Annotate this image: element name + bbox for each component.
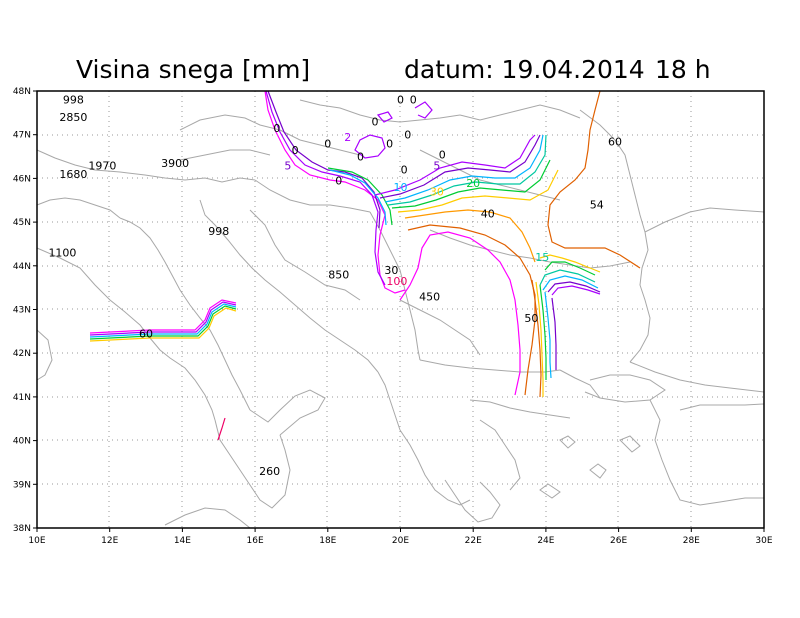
- contour-label: 5: [433, 159, 440, 172]
- contour-label: 100: [386, 275, 407, 288]
- y-tick-label: 41N: [13, 393, 31, 403]
- y-tick-label: 38N: [13, 524, 31, 534]
- x-axis-ticks: 10E 12E 14E 16E 18E 20E 22E 24E 26E 28E 30E: [28, 528, 773, 546]
- x-tick-label: 22E: [465, 536, 482, 546]
- contour-label: 0: [386, 137, 393, 150]
- station-value: 2850: [59, 111, 87, 124]
- x-tick-label: 10E: [28, 536, 45, 546]
- contour-label: 0: [404, 129, 411, 142]
- station-value: 3900: [161, 157, 189, 170]
- station-value: 1680: [59, 168, 87, 181]
- contour-label: 0: [410, 94, 417, 107]
- contour-label: 15: [535, 251, 549, 264]
- contour-label: 40: [481, 207, 495, 220]
- contour-label: 0: [324, 137, 331, 150]
- contour-label: 5: [284, 159, 291, 172]
- x-tick-label: 14E: [174, 536, 191, 546]
- contour-label: 0: [401, 164, 408, 177]
- y-axis-ticks: 48N 47N 46N 45N 44N 43N 42N 41N 40N 39N 38N: [13, 87, 37, 534]
- contour-lines: [89, 90, 641, 441]
- contour-label: 0: [439, 148, 446, 161]
- y-tick-label: 46N: [13, 174, 31, 184]
- contour-label: 0: [335, 175, 342, 188]
- x-tick-label: 26E: [610, 536, 627, 546]
- station-value: 1100: [48, 247, 76, 260]
- x-tick-label: 28E: [683, 536, 700, 546]
- hour-label: 18 h: [655, 55, 711, 84]
- y-tick-label: 47N: [13, 131, 31, 141]
- contour-label: 2: [344, 131, 351, 144]
- station-value: 850: [328, 269, 349, 282]
- contour-label: 0: [292, 144, 299, 157]
- x-tick-label: 24E: [537, 536, 554, 546]
- y-tick-label: 40N: [13, 437, 31, 447]
- y-tick-label: 48N: [13, 87, 31, 97]
- y-tick-label: 42N: [13, 349, 31, 359]
- grid-lines: [37, 91, 764, 528]
- station-value: 1970: [88, 159, 116, 172]
- y-tick-label: 43N: [13, 306, 31, 316]
- contour-label: 60: [608, 135, 622, 148]
- contour-label: 0: [273, 122, 280, 135]
- y-tick-label: 44N: [13, 262, 31, 272]
- contour-label: 30: [384, 264, 398, 277]
- contour-label: 50: [524, 312, 538, 325]
- contour-label: 30: [430, 186, 444, 199]
- contour-label: 54: [590, 199, 604, 212]
- station-value: 260: [259, 465, 280, 478]
- station-value: 450: [419, 290, 440, 303]
- y-tick-label: 39N: [13, 480, 31, 490]
- x-tick-label: 12E: [101, 536, 118, 546]
- contour-label: 0: [372, 116, 379, 129]
- x-tick-label: 30E: [755, 536, 772, 546]
- coastlines: [36, 99, 765, 529]
- x-tick-label: 20E: [392, 536, 409, 546]
- contour-label: 10: [394, 181, 408, 194]
- station-value: 998: [63, 94, 84, 107]
- contour-label: 0: [357, 151, 364, 164]
- y-tick-label: 45N: [13, 218, 31, 228]
- date-label: datum: 19.04.2014: [404, 55, 645, 84]
- contour-label: 20: [466, 177, 480, 190]
- x-tick-label: 16E: [247, 536, 264, 546]
- station-value: 998: [208, 225, 229, 238]
- map-title: Visina snega [mm]: [76, 55, 310, 84]
- x-tick-label: 18E: [319, 536, 336, 546]
- contour-label: 60: [139, 328, 153, 341]
- contour-label: 0: [397, 94, 404, 107]
